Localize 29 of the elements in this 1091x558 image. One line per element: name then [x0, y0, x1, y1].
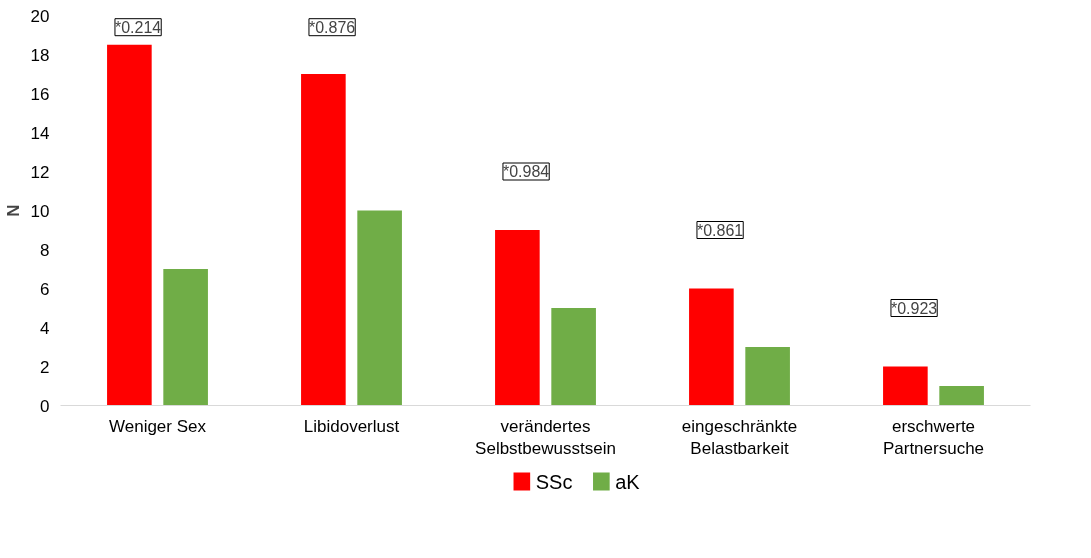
bar — [689, 288, 734, 406]
y-tick-label: 16 — [30, 84, 50, 104]
y-axis-title: N — [3, 204, 23, 217]
legend-label: SSc — [535, 470, 573, 493]
x-tick-label: eingeschränkte Belastbarkeit — [681, 416, 798, 459]
y-tick-label: 10 — [30, 201, 50, 221]
y-tick-label: 4 — [40, 318, 50, 338]
y-tick-label: 12 — [30, 162, 50, 182]
bar — [883, 366, 928, 406]
bar — [301, 74, 346, 406]
bar — [551, 308, 596, 406]
bar — [107, 44, 152, 406]
bar — [357, 210, 402, 406]
bar — [495, 230, 540, 406]
y-tick-label: 6 — [40, 279, 50, 299]
x-tick-label: erschwerte Partnersuche — [882, 416, 985, 459]
y-tick-label: 14 — [30, 123, 50, 143]
y-tick-label: 8 — [40, 240, 50, 260]
bar — [163, 269, 208, 406]
y-tick-label: 20 — [30, 6, 50, 26]
y-tick-label: 18 — [30, 45, 50, 65]
y-tick-label: 0 — [40, 396, 50, 416]
bar — [939, 386, 984, 406]
legend-label: aK — [615, 470, 641, 493]
y-tick-label: 2 — [40, 357, 50, 377]
x-tick-label: Libidoverlust — [303, 416, 400, 436]
x-tick-label: Weniger Sex — [108, 416, 207, 436]
bar — [745, 347, 790, 406]
x-tick-label: verändertes Selbstbewusstsein — [475, 416, 616, 459]
